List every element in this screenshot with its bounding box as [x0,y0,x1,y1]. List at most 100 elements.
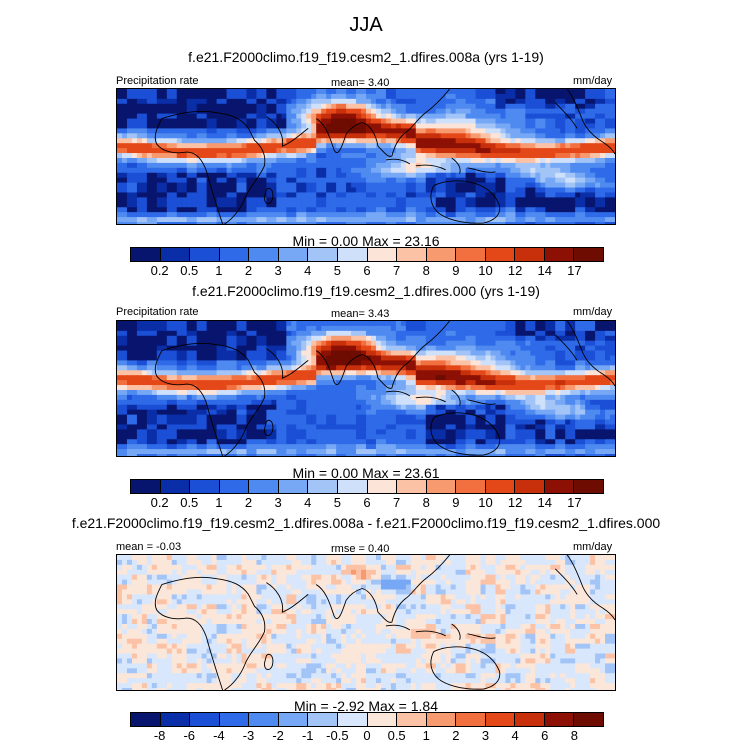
field-cell [196,360,203,366]
field-cell [191,404,198,411]
field-cell [141,157,148,164]
field-cell [361,182,367,189]
field-cell [346,197,352,203]
field-cell [196,103,203,110]
field-cell [545,153,551,159]
field-cell [291,172,297,179]
field-cell [610,113,615,120]
field-cell [301,207,307,213]
field-cell [570,103,576,110]
field-cell [530,153,536,159]
field-cell [366,103,372,110]
field-cell [136,409,143,416]
field-cell [291,113,297,120]
field-cell [156,409,163,416]
field-cell [380,212,387,218]
field-cell [520,394,526,401]
field-cell [570,187,576,194]
field-cell [510,385,516,391]
field-cell [266,404,272,411]
field-cell [430,98,437,105]
field-cell [131,335,138,342]
field-cell [216,394,223,401]
field-cell [246,123,253,130]
field-cell [201,424,208,430]
field-cell [136,108,143,115]
field-cell [430,89,437,95]
field-cell [256,409,263,416]
field-cell [181,89,188,95]
field-cell [525,207,531,213]
field-cell [510,365,516,371]
field-cell [530,123,536,130]
field-cell [555,414,561,421]
field-cell [505,360,512,366]
field-cell [500,108,507,115]
panel-1-units-label: mm/day [573,75,613,87]
field-cell [346,207,352,213]
field-cell [420,345,427,352]
field-cell [580,133,586,139]
field-cell [405,128,412,134]
field-cell [595,167,601,174]
field-cell [455,350,462,357]
field-cell [390,192,397,198]
field-cell [610,128,615,134]
field-cell [316,182,322,189]
field-cell [550,108,556,115]
field-cell [515,389,521,396]
field-cell [445,321,452,327]
field-cell [216,192,223,198]
field-cell [440,394,447,401]
field-cell [356,98,362,105]
field-cell [370,330,377,337]
field-cell [131,375,138,381]
field-cell [181,325,188,332]
field-cell [470,330,477,337]
field-cell [206,138,213,144]
field-cell [535,182,541,189]
field-cell [445,394,452,401]
field-cell [216,217,223,223]
field-cell [585,207,591,213]
field-cell [445,380,452,386]
field-cell [410,108,417,115]
field-cell [540,182,546,189]
field-cell [231,409,238,416]
field-cell [465,404,472,411]
field-cell [395,394,402,401]
field-cell [400,404,407,411]
field-cell [241,409,248,416]
field-cell [291,380,297,386]
field-cell [500,172,507,179]
field-cell [605,321,611,327]
field-cell [380,222,387,224]
field-cell [191,330,198,337]
field-cell [475,404,482,411]
field-cell [321,187,327,194]
field-cell [201,143,208,149]
field-cell [590,172,596,179]
field-cell [405,148,412,154]
field-cell [515,118,521,125]
field-cell [326,424,332,430]
field-cell [440,187,447,194]
field-cell [221,128,228,134]
field-cell [286,340,292,347]
field-cell [296,370,302,376]
field-cell [600,212,606,218]
field-cell [545,321,551,327]
field-cell [176,182,183,189]
field-cell [316,128,322,134]
field-cell [380,419,387,426]
field-cell [326,414,332,421]
field-cell [420,148,427,154]
field-cell [455,143,462,149]
field-cell [485,399,492,406]
field-cell [405,350,412,357]
field-cell [545,350,551,357]
field-cell [186,385,193,391]
field-cell [261,370,267,376]
field-cell [181,330,188,337]
field-cell [251,89,258,95]
